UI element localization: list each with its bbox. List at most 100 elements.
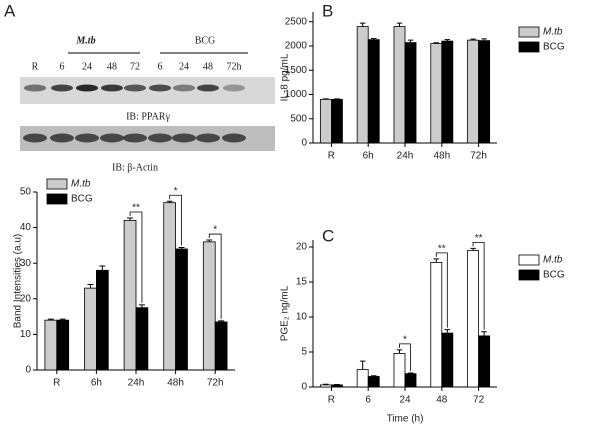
legend-swatch — [518, 41, 540, 53]
error-bar — [138, 304, 145, 308]
error-bar — [481, 38, 487, 41]
legend-label: M.tb — [543, 27, 563, 38]
error-bar — [323, 383, 329, 385]
bar — [393, 26, 406, 144]
y-tick-label: 1000 — [285, 89, 308, 100]
error-bar — [206, 239, 213, 242]
bar — [96, 269, 109, 371]
y-tick-label: 30 — [20, 258, 32, 269]
error-bar — [370, 375, 377, 377]
x-tick-label: 24 — [399, 395, 411, 406]
y-tick-label: 50 — [20, 187, 32, 198]
error-bar — [470, 247, 476, 251]
bar — [214, 321, 228, 371]
error-bar — [127, 217, 134, 221]
blot-band — [223, 84, 245, 92]
significance-label: ** — [475, 233, 483, 244]
bar — [430, 43, 443, 144]
blot-band — [222, 133, 246, 143]
blot-band — [124, 84, 146, 92]
significance-label: * — [174, 186, 178, 197]
legend-label: M.tb — [71, 179, 91, 190]
blot-band — [173, 84, 195, 92]
significance-label: * — [213, 225, 217, 236]
blot-band — [51, 84, 73, 92]
y-tick-label: 20 — [20, 293, 32, 304]
blot-band — [50, 133, 74, 143]
blot-caption: IB: PPARγ — [126, 111, 170, 122]
blot-caption: IB: β-Actin — [112, 162, 158, 173]
bar — [478, 335, 491, 388]
blot-band — [23, 133, 47, 143]
legend-label: BCG — [71, 194, 93, 205]
significance-bracket — [208, 233, 222, 319]
group-label: BCG — [195, 35, 216, 46]
blot-band — [123, 133, 147, 143]
blot-band — [196, 133, 220, 143]
blot-band — [24, 84, 46, 92]
panel-label: A — [4, 1, 16, 20]
significance-bracket — [129, 211, 143, 303]
x-tick-label: 6h — [91, 378, 102, 389]
bar — [84, 287, 97, 371]
lane-label: R — [32, 61, 39, 72]
error-bar — [359, 360, 366, 370]
bar — [404, 42, 417, 144]
bar — [356, 26, 369, 144]
error-bar — [444, 39, 451, 42]
bar — [430, 261, 443, 388]
lane-label: 6 — [158, 61, 163, 72]
y-tick-label: 20 — [296, 242, 308, 253]
y-tick-label: 40 — [20, 222, 32, 233]
y-tick-label: 2500 — [285, 16, 308, 27]
x-tick-label: R — [328, 395, 335, 406]
y-axis-label: PGE₂ ng/mL — [280, 285, 291, 341]
y-tick-label: 5 — [301, 347, 307, 358]
x-tick-label: 6h — [363, 151, 374, 162]
error-bar — [178, 247, 185, 249]
x-tick-label: R — [53, 378, 60, 389]
error-bar — [396, 349, 403, 354]
bar — [441, 40, 454, 144]
legend-swatch — [46, 193, 68, 205]
significance-label: * — [403, 335, 407, 346]
y-tick-label: 15 — [296, 277, 308, 288]
lane-label: 72 — [130, 61, 140, 72]
y-tick-label: 500 — [290, 113, 307, 124]
y-axis-label: IL-8 pg/mL — [280, 53, 291, 101]
blot-band — [100, 133, 124, 143]
significance-bracket — [435, 252, 448, 328]
blot-band — [75, 133, 99, 143]
error-bar — [218, 320, 225, 322]
y-tick-label: 10 — [20, 329, 32, 340]
bar — [478, 40, 491, 144]
bar — [319, 98, 332, 144]
error-bar — [444, 329, 451, 334]
y-tick-label: 1500 — [285, 65, 308, 76]
bar — [319, 384, 332, 388]
lane-label: 48 — [203, 61, 213, 72]
x-tick-label: 48 — [436, 395, 448, 406]
x-tick-label: R — [328, 151, 335, 162]
bar — [393, 352, 406, 388]
bar — [202, 241, 216, 371]
error-bar — [59, 318, 66, 321]
error-bar — [470, 38, 476, 41]
legend-label: M.tb — [543, 255, 563, 266]
lane-label: 24 — [179, 61, 189, 72]
bar — [467, 250, 479, 388]
panel-label: B — [322, 1, 333, 20]
x-tick-label: 6 — [365, 395, 371, 406]
y-tick-label: 2000 — [285, 41, 308, 52]
error-bar — [396, 22, 403, 27]
x-tick-label: 24h — [128, 378, 145, 389]
x-axis-label: Time (h) — [387, 414, 424, 425]
error-bar — [481, 331, 487, 336]
error-bar — [433, 258, 440, 263]
bar — [163, 202, 177, 371]
bar — [44, 319, 58, 371]
error-bar — [407, 372, 414, 374]
error-bar — [407, 39, 414, 43]
legend-swatch — [518, 254, 540, 266]
